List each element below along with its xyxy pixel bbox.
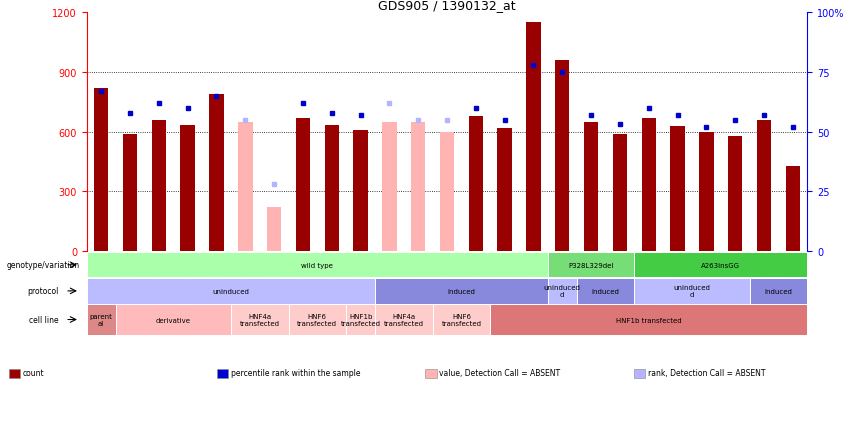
Bar <box>469 116 483 252</box>
Text: count: count <box>23 368 44 378</box>
Bar <box>440 132 454 252</box>
Text: HNF4a
transfected: HNF4a transfected <box>384 313 424 326</box>
Bar <box>296 118 310 252</box>
Bar <box>325 125 339 252</box>
Text: HNF6
transfected: HNF6 transfected <box>298 313 338 326</box>
Bar <box>94 89 108 252</box>
Text: induced: induced <box>765 288 792 294</box>
Bar <box>181 125 194 252</box>
Text: rank, Detection Call = ABSENT: rank, Detection Call = ABSENT <box>648 368 765 378</box>
Text: derivative: derivative <box>155 317 191 323</box>
Bar <box>411 122 425 252</box>
Bar <box>353 130 368 252</box>
Text: HNF6
transfected: HNF6 transfected <box>442 313 482 326</box>
Bar <box>757 120 772 252</box>
Bar <box>209 95 224 252</box>
Text: P328L329del: P328L329del <box>569 262 614 268</box>
Text: wild type: wild type <box>301 262 333 268</box>
Bar <box>556 61 569 252</box>
Text: percentile rank within the sample: percentile rank within the sample <box>231 368 360 378</box>
Text: value, Detection Call = ABSENT: value, Detection Call = ABSENT <box>439 368 561 378</box>
Text: uninduced: uninduced <box>213 288 249 294</box>
Bar <box>613 135 628 252</box>
Bar <box>526 23 541 252</box>
Text: cell line: cell line <box>29 315 58 324</box>
Bar <box>123 135 137 252</box>
Bar <box>670 126 685 252</box>
Text: HNF1b transfected: HNF1b transfected <box>616 317 681 323</box>
Text: HNF4a
transfected: HNF4a transfected <box>240 313 279 326</box>
Bar <box>700 132 713 252</box>
Text: parent
al: parent al <box>89 313 113 326</box>
Bar <box>786 166 800 252</box>
Text: HNF1b
transfected: HNF1b transfected <box>340 313 380 326</box>
Text: induced: induced <box>448 288 476 294</box>
Text: genotype/variation: genotype/variation <box>7 261 80 270</box>
Bar <box>267 208 281 252</box>
Text: uninduced
d: uninduced d <box>544 285 581 298</box>
Text: uninduced
d: uninduced d <box>674 285 710 298</box>
Bar <box>382 122 397 252</box>
Text: A263insGG: A263insGG <box>701 262 740 268</box>
Bar <box>641 118 656 252</box>
Text: protocol: protocol <box>28 287 59 296</box>
Bar <box>152 120 166 252</box>
Title: GDS905 / 1390132_at: GDS905 / 1390132_at <box>378 0 516 12</box>
Bar <box>497 128 512 252</box>
Bar <box>584 122 598 252</box>
Bar <box>238 122 253 252</box>
Bar <box>728 136 742 252</box>
Text: induced: induced <box>592 288 620 294</box>
